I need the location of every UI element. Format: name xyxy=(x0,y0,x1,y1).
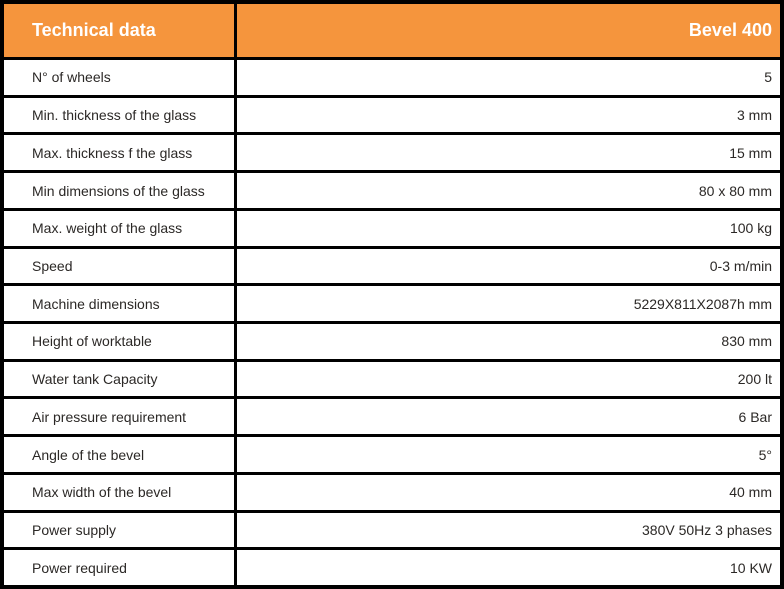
row-value: 10 KW xyxy=(729,559,772,576)
table-row: Max width of the bevel 40 mm xyxy=(4,471,780,510)
row-label: Max width of the bevel xyxy=(4,474,237,510)
row-value: 40 mm xyxy=(729,484,772,501)
row-label: Power supply xyxy=(4,512,237,548)
table-row: Min. thickness of the glass 3 mm xyxy=(4,94,780,133)
table-row: Min dimensions of the glass 80 x 80 mm xyxy=(4,170,780,208)
row-value: 0-3 m/min xyxy=(709,257,772,274)
row-value: 830 mm xyxy=(721,333,772,350)
row-label: Air pressure requirement xyxy=(4,399,237,435)
row-label: Water tank Capacity xyxy=(4,361,237,397)
row-label: Machine dimensions xyxy=(4,286,237,322)
row-value: 5229X811X2087h mm xyxy=(633,295,772,312)
row-value: 5° xyxy=(758,446,772,463)
row-value: 80 x 80 mm xyxy=(698,182,772,199)
table-row: N° of wheels 5 xyxy=(4,57,780,95)
row-value: 6 Bar xyxy=(738,408,772,425)
row-label: Angle of the bevel xyxy=(4,437,237,472)
model-name: Bevel 400 xyxy=(688,20,772,40)
row-label: N° of wheels xyxy=(4,60,237,95)
row-label: Min. thickness of the glass xyxy=(4,97,237,133)
table-row: Max. weight of the glass 100 kg xyxy=(4,207,780,246)
table-title: Technical data xyxy=(4,4,237,57)
table-row: Power required 10 KW xyxy=(4,547,780,586)
table-row: Speed 0-3 m/min xyxy=(4,245,780,284)
table-header-row: Technical data Bevel 400 xyxy=(4,4,780,57)
row-label: Max. thickness f the glass xyxy=(4,135,237,171)
table-row: Water tank Capacity 200 lt xyxy=(4,358,780,397)
table-row: Power supply 380V 50Hz 3 phases xyxy=(4,509,780,548)
row-value: 100 kg xyxy=(729,220,772,237)
table-row: Air pressure requirement 6 Bar xyxy=(4,396,780,435)
row-label: Power required xyxy=(4,550,237,586)
row-label: Speed xyxy=(4,248,237,284)
table-row: Angle of the bevel 5° xyxy=(4,434,780,472)
row-label: Min dimensions of the glass xyxy=(4,173,237,208)
table-row: Max. thickness f the glass 15 mm xyxy=(4,132,780,171)
row-value: 200 lt xyxy=(737,371,772,388)
row-value: 5 xyxy=(764,69,772,86)
table-row: Height of worktable 830 mm xyxy=(4,321,780,359)
row-value: 15 mm xyxy=(729,144,772,161)
row-value: 3 mm xyxy=(737,107,772,124)
row-label: Max. weight of the glass xyxy=(4,210,237,246)
row-label: Height of worktable xyxy=(4,324,237,359)
table-row: Machine dimensions 5229X811X2087h mm xyxy=(4,283,780,322)
row-value: 380V 50Hz 3 phases xyxy=(642,521,772,538)
